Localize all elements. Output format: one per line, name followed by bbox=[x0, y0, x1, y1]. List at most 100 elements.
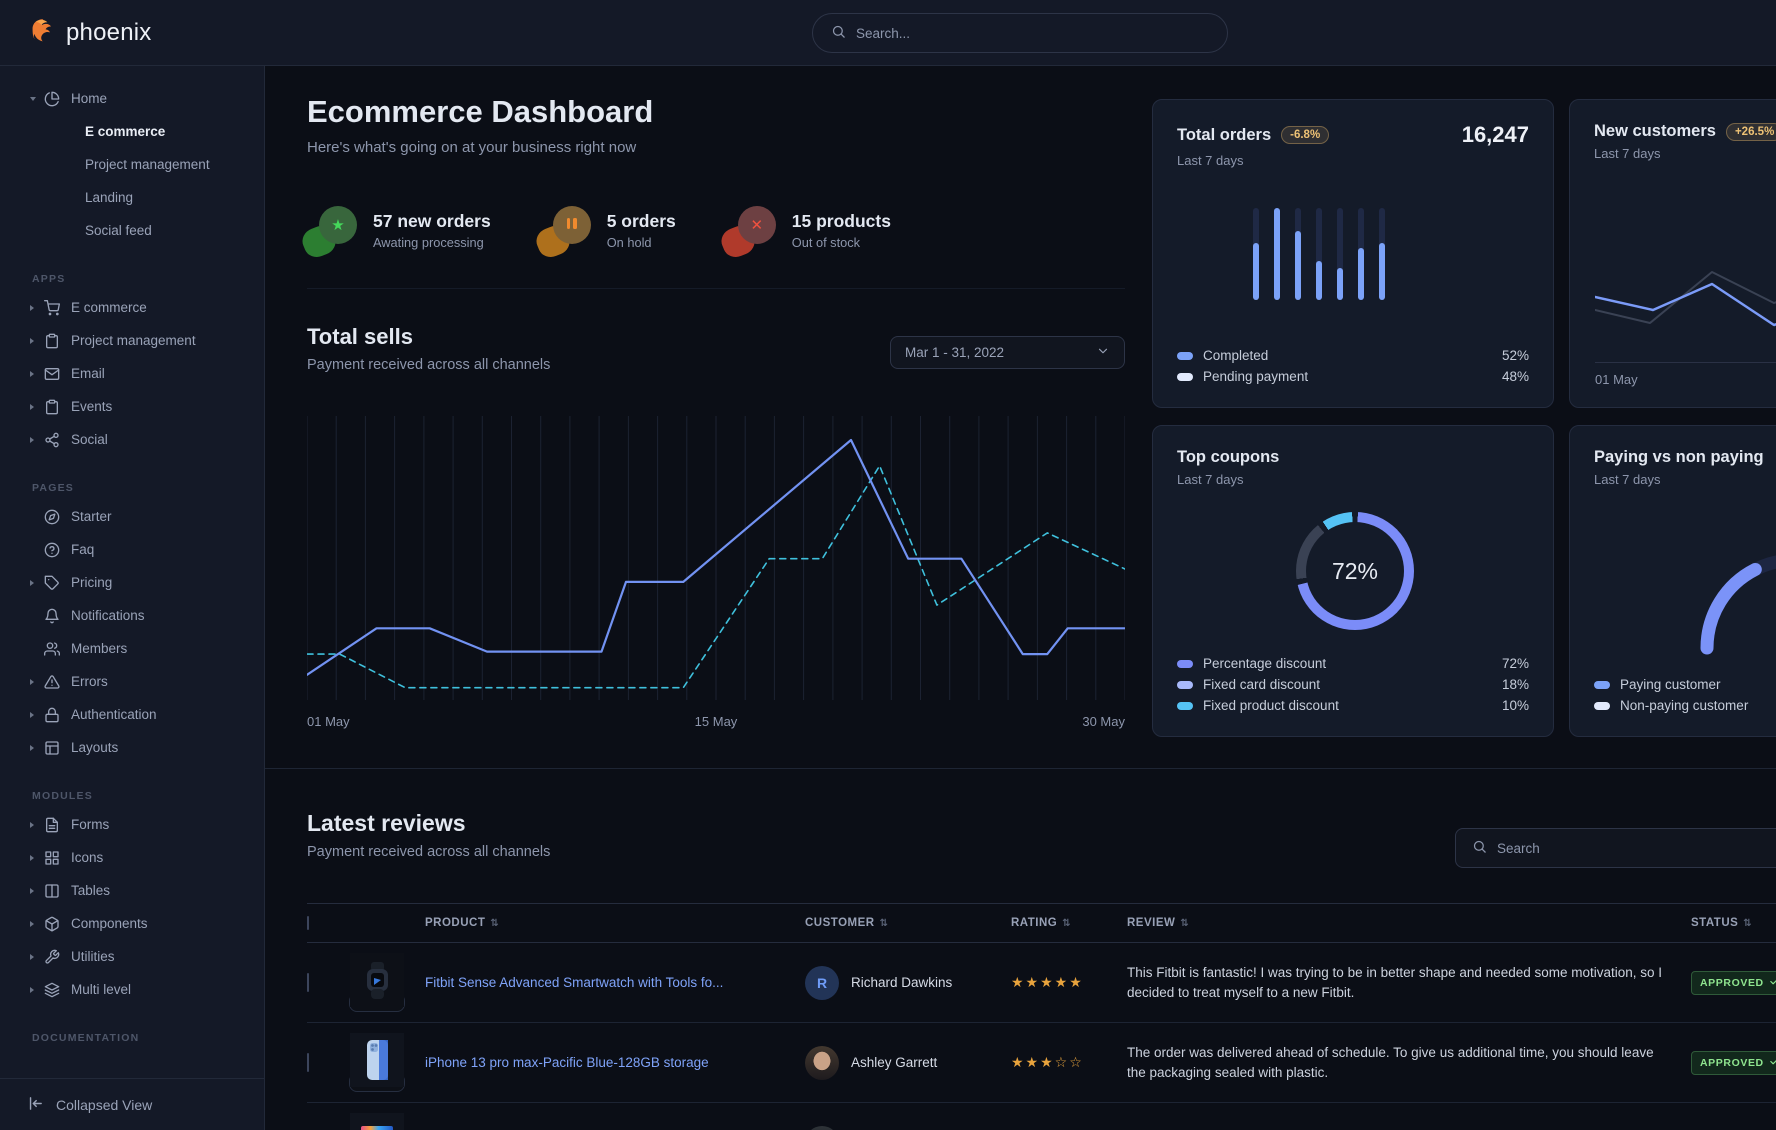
legend-label: Completed bbox=[1203, 348, 1269, 363]
sidebar-subitem-landing[interactable]: Landing bbox=[0, 181, 264, 214]
sidebar-item-tables[interactable]: Tables bbox=[0, 874, 264, 907]
sidebar-item-pricing[interactable]: Pricing bbox=[0, 566, 264, 599]
card-period: Last 7 days bbox=[1177, 153, 1244, 168]
page-title: Ecommerce Dashboard bbox=[307, 94, 654, 129]
legend-label: Percentage discount bbox=[1203, 656, 1327, 671]
reviews-search-input[interactable]: Search bbox=[1455, 828, 1776, 868]
sidebar-item-events[interactable]: Events bbox=[0, 390, 264, 423]
sidebar-item-label: Events bbox=[71, 399, 113, 414]
stat-caption: On hold bbox=[606, 234, 652, 250]
gauge-value-arc bbox=[1700, 555, 1776, 655]
column-header-customer[interactable]: CUSTOMER ⇅ bbox=[805, 917, 889, 929]
page-subtitle: Here's what's going on at your business … bbox=[307, 139, 637, 156]
legend-swatch bbox=[1177, 372, 1193, 381]
sidebar-item-label: Forms bbox=[71, 817, 110, 832]
check-icon bbox=[1769, 976, 1776, 990]
sidebar-item-notifications[interactable]: Notifications bbox=[0, 599, 264, 632]
new-orders-star-icon: ★ bbox=[298, 206, 357, 261]
caret-right-icon bbox=[30, 712, 44, 718]
customer-cell: R Richard Dawkins bbox=[805, 965, 1011, 1000]
sidebar-item-email[interactable]: Email bbox=[0, 357, 264, 390]
sidebar-subitem-e-commerce[interactable]: E commerce bbox=[0, 115, 264, 148]
date-range-select[interactable]: Mar 1 - 31, 2022 bbox=[890, 336, 1125, 369]
legend-label: Fixed product discount bbox=[1203, 698, 1339, 713]
current-period-line bbox=[1595, 282, 1776, 327]
customer-cell: Ashley Garrett bbox=[805, 1045, 1011, 1080]
avatar bbox=[805, 1125, 839, 1130]
caret-right-icon bbox=[30, 679, 44, 685]
sidebar-item-social[interactable]: Social bbox=[0, 423, 264, 456]
legend-label: Non-paying customer bbox=[1620, 698, 1749, 713]
sidebar-item-utilities[interactable]: Utilities bbox=[0, 940, 264, 973]
sidebar-item-label: Home bbox=[71, 91, 108, 106]
sidebar-item-authentication[interactable]: Authentication bbox=[0, 698, 264, 731]
axis-line bbox=[1595, 362, 1776, 363]
sidebar-item-starter[interactable]: Starter bbox=[0, 500, 264, 533]
product-thumbnail[interactable] bbox=[349, 953, 405, 1012]
latest-reviews-header: Latest reviews Payment received across a… bbox=[307, 810, 550, 860]
sidebar-subitem-social-feed[interactable]: Social feed bbox=[0, 214, 264, 247]
cart-icon bbox=[44, 299, 71, 316]
sidebar-item-label: Errors bbox=[71, 674, 108, 689]
sidebar-item-multi-level[interactable]: Multi level bbox=[0, 973, 264, 1006]
product-link[interactable]: iPhone 13 pro max-Pacific Blue-128GB sto… bbox=[425, 1054, 709, 1070]
sort-icon: ⇅ bbox=[879, 917, 889, 929]
reviews-search-placeholder: Search bbox=[1497, 840, 1540, 856]
legend-swatch bbox=[1177, 680, 1193, 689]
column-header-status[interactable]: STATUS ⇅ bbox=[1691, 917, 1753, 929]
column-header-product[interactable]: PRODUCT ⇅ bbox=[425, 917, 500, 929]
sidebar-subitem-project-management[interactable]: Project management bbox=[0, 148, 264, 181]
sidebar-item-faq[interactable]: Faq bbox=[0, 533, 264, 566]
box-icon bbox=[44, 916, 71, 932]
sidebar-item-members[interactable]: Members bbox=[0, 632, 264, 665]
rating-stars: ★★★☆☆ bbox=[1011, 1054, 1084, 1070]
reviews-table: PRODUCT ⇅ CUSTOMER ⇅ RATING ⇅ REVIEW ⇅ STATU… bbox=[307, 903, 1776, 1130]
legend-label: Fixed card discount bbox=[1203, 677, 1321, 692]
sort-icon: ⇅ bbox=[1180, 917, 1190, 929]
caret-right-icon bbox=[30, 404, 44, 410]
select-row-checkbox[interactable] bbox=[307, 972, 309, 992]
sidebar-section-apps: APPS bbox=[32, 273, 66, 285]
sells-dashed-line bbox=[307, 464, 1125, 689]
clipboard-icon bbox=[44, 333, 71, 349]
select-all-checkbox[interactable] bbox=[307, 916, 309, 930]
collapsed-view-button[interactable]: Collapsed View bbox=[0, 1078, 264, 1130]
navbar-search-input[interactable]: Search... bbox=[812, 13, 1228, 53]
select-row-checkbox[interactable] bbox=[307, 1052, 309, 1072]
clipboard-icon bbox=[44, 399, 71, 415]
sidebar-item-home[interactable]: Home bbox=[0, 82, 264, 115]
stats-row: ★ 57 new orders Awating processing 5 ord… bbox=[298, 206, 891, 261]
sidebar-item-layouts[interactable]: Layouts bbox=[0, 731, 264, 764]
trend-badge: +26.5% bbox=[1725, 122, 1776, 141]
top-coupons-legend: Percentage discount 72% Fixed card disco… bbox=[1177, 653, 1529, 716]
legend-value: 72% bbox=[1501, 656, 1529, 671]
sidebar: Home E commerce Project management Landi… bbox=[0, 66, 265, 1130]
sidebar-item-label: E commerce bbox=[85, 124, 166, 139]
brand[interactable]: phoenix bbox=[26, 15, 151, 50]
sidebar-item-forms[interactable]: Forms bbox=[0, 808, 264, 841]
sidebar-item-errors[interactable]: Errors bbox=[0, 665, 264, 698]
sidebar-item-project-management[interactable]: Project management bbox=[0, 324, 264, 357]
sidebar-item-label: E commerce bbox=[71, 300, 147, 315]
review-text: This Fitbit is fantastic! I was trying t… bbox=[1127, 964, 1663, 1000]
sidebar-item-e-commerce[interactable]: E commerce bbox=[0, 291, 264, 324]
paying-gauge-chart bbox=[1700, 555, 1776, 655]
legend-label: Paying customer bbox=[1620, 677, 1721, 692]
customer-name: Richard Dawkins bbox=[851, 975, 953, 990]
product-link[interactable]: Fitbit Sense Advanced Smartwatch with To… bbox=[425, 974, 724, 990]
card-title: Paying vs non paying bbox=[1594, 448, 1764, 466]
sidebar-item-icons[interactable]: Icons bbox=[0, 841, 264, 874]
file-icon bbox=[44, 817, 71, 833]
card-title: Total orders bbox=[1177, 125, 1272, 144]
trend-badge: -6.8% bbox=[1281, 126, 1330, 144]
column-header-rating[interactable]: RATING ⇅ bbox=[1011, 917, 1072, 929]
sidebar-item-label: Faq bbox=[71, 542, 95, 557]
column-header-review[interactable]: REVIEW ⇅ bbox=[1127, 917, 1190, 929]
tag-icon bbox=[44, 575, 71, 591]
sidebar-item-components[interactable]: Components bbox=[0, 907, 264, 940]
layout-icon bbox=[44, 740, 71, 756]
sidebar-item-label: Project management bbox=[71, 333, 196, 348]
sort-icon: ⇅ bbox=[490, 917, 500, 929]
product-thumbnail[interactable] bbox=[349, 1033, 405, 1092]
orders-on-hold-pause-icon bbox=[532, 206, 591, 261]
